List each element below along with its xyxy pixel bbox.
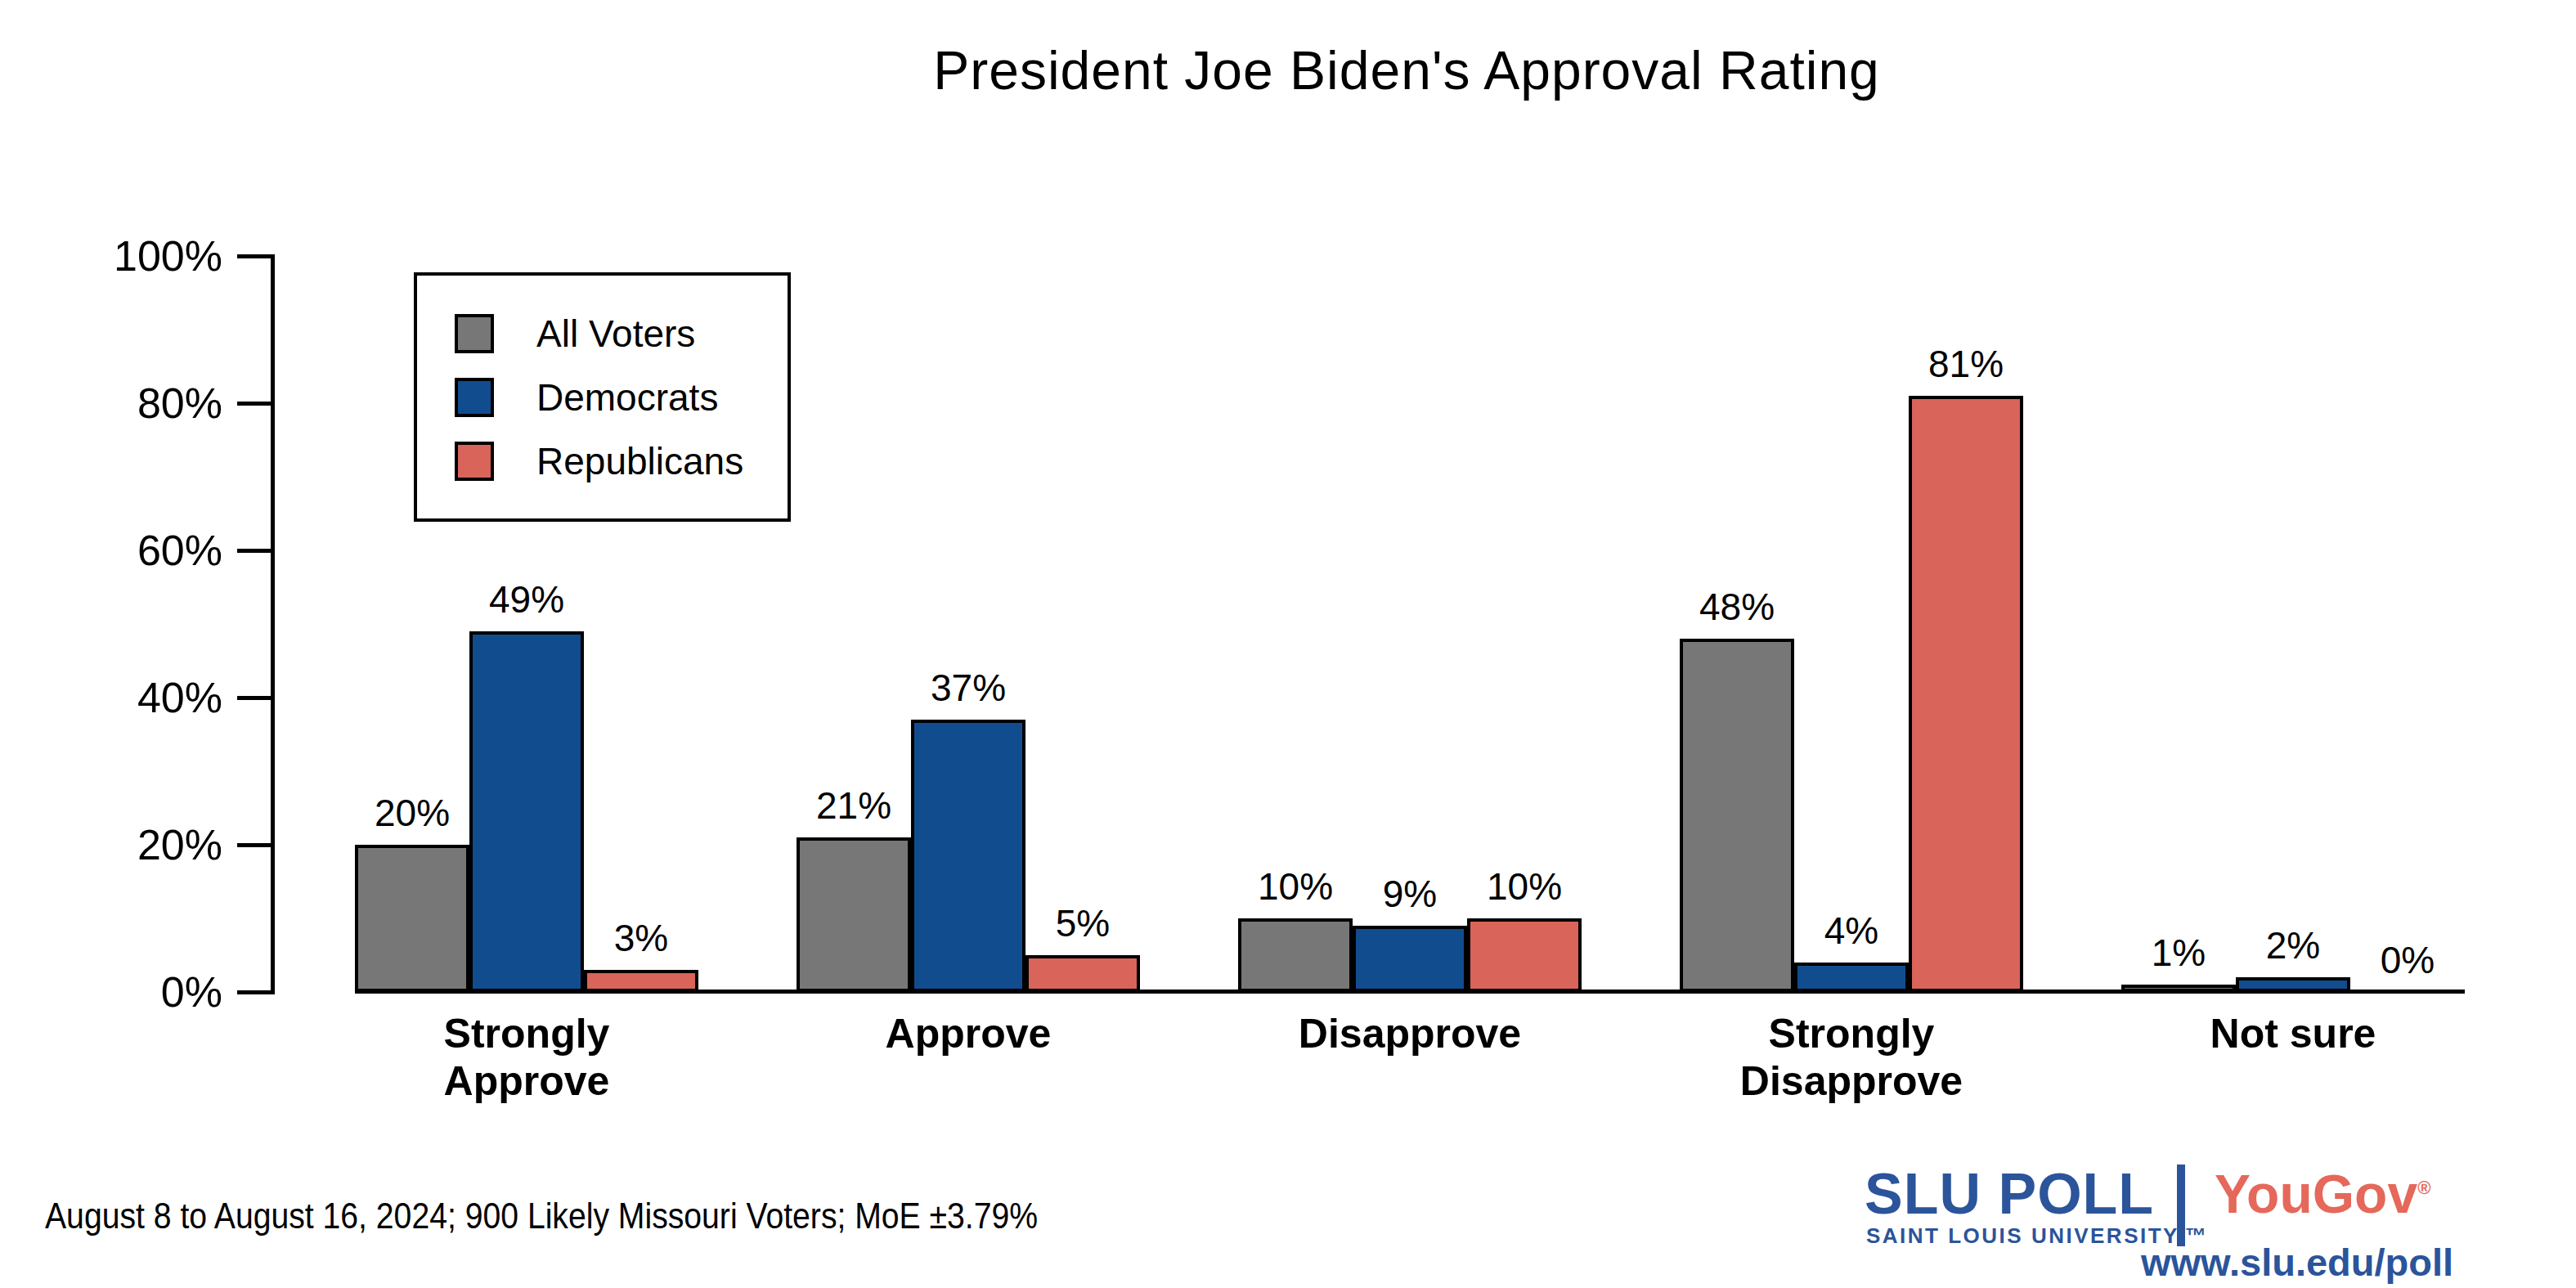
bar-value-label: 49% <box>489 579 564 620</box>
legend-label-all-voters: All Voters <box>536 314 695 353</box>
bar-value-label: 10% <box>1258 866 1333 907</box>
bar-value-label: 48% <box>1699 586 1775 627</box>
y-tick-label: 20% <box>0 823 222 867</box>
legend-item-democrats: Democrats <box>455 378 788 417</box>
bar-all-voters <box>1238 918 1353 992</box>
y-axis-tick <box>237 990 275 994</box>
footnote: August 8 to August 16, 2024; 900 Likely … <box>45 1196 1038 1236</box>
category-label-line: Disapprove <box>1740 1057 1963 1105</box>
legend-item-republicans: Republicans <box>455 442 788 481</box>
legend-label-republicans: Republicans <box>536 442 743 481</box>
category-label-line: Strongly <box>1740 1010 1963 1057</box>
y-tick-label: 40% <box>0 675 222 720</box>
bar-value-label: 5% <box>1056 903 1110 944</box>
category-label: Not sure <box>2210 1010 2376 1057</box>
y-axis-tick <box>237 549 275 553</box>
y-tick-label: 0% <box>0 970 222 1014</box>
chart-title: President Joe Biden's Approval Rating <box>933 39 1880 101</box>
bar-value-label: 0% <box>2381 940 2435 981</box>
category-label: Approve <box>886 1010 1052 1057</box>
category-label: StronglyDisapprove <box>1740 1010 1963 1105</box>
bar-democrats <box>1794 963 1909 992</box>
bar-value-label: 4% <box>1824 910 1878 951</box>
y-tick-label: 60% <box>0 528 222 572</box>
branding: SLU POLL SAINT LOUIS UNIVERSITY.™ YouGov… <box>1865 1161 2437 1284</box>
legend: All Voters Democrats Republicans <box>414 272 791 522</box>
slu-poll-logo: SLU POLL <box>1865 1161 2154 1227</box>
bar-democrats <box>2236 977 2350 992</box>
bar-republicans <box>1909 396 2023 992</box>
legend-swatch-republicans <box>455 442 494 481</box>
bar-all-voters <box>2121 985 2236 992</box>
y-axis-line <box>271 256 275 994</box>
chart-canvas: President Joe Biden's Approval Rating Al… <box>0 0 2576 1288</box>
y-axis-tick <box>237 696 275 700</box>
y-tick-label: 100% <box>0 234 222 278</box>
bar-all-voters <box>355 845 469 992</box>
bar-value-label: 1% <box>2152 932 2206 973</box>
bar-value-label: 81% <box>1928 343 2004 384</box>
bar-value-label: 2% <box>2266 925 2320 966</box>
category-label-line: Strongly <box>444 1010 610 1057</box>
registered-mark: ® <box>2417 1178 2430 1198</box>
bar-value-label: 20% <box>375 792 450 833</box>
bar-republicans <box>1025 955 1140 992</box>
category-label: StronglyApprove <box>444 1010 610 1105</box>
bar-democrats <box>469 631 584 992</box>
bar-all-voters <box>797 837 911 992</box>
y-axis-tick <box>237 254 275 258</box>
bar-value-label: 10% <box>1487 866 1562 907</box>
legend-swatch-all-voters <box>455 314 494 353</box>
yougov-logo: YouGov® <box>2215 1163 2430 1225</box>
logo-divider <box>2177 1165 2185 1246</box>
slu-poll-url: www.slu.edu/poll <box>2141 1240 2453 1285</box>
legend-label-democrats: Democrats <box>536 378 718 417</box>
legend-swatch-democrats <box>455 378 494 417</box>
bar-value-label: 3% <box>614 918 668 958</box>
y-axis-tick <box>237 402 275 406</box>
bar-republicans <box>1467 918 1582 992</box>
bar-democrats <box>911 720 1025 992</box>
legend-item-all-voters: All Voters <box>455 314 788 353</box>
bar-republicans <box>584 970 698 992</box>
bar-all-voters <box>1680 639 1794 992</box>
y-axis-tick <box>237 843 275 847</box>
bar-value-label: 21% <box>816 785 891 826</box>
category-label-line: Approve <box>444 1057 610 1105</box>
category-label-line: Not sure <box>2210 1010 2376 1057</box>
bar-democrats <box>1353 926 1467 992</box>
category-label: Disapprove <box>1299 1010 1521 1057</box>
bar-value-label: 37% <box>931 667 1006 708</box>
yougov-wordmark: YouGov <box>2215 1164 2417 1224</box>
category-label-line: Disapprove <box>1299 1010 1521 1057</box>
bar-value-label: 9% <box>1383 873 1437 914</box>
y-tick-label: 80% <box>0 381 222 425</box>
category-label-line: Approve <box>886 1010 1052 1057</box>
